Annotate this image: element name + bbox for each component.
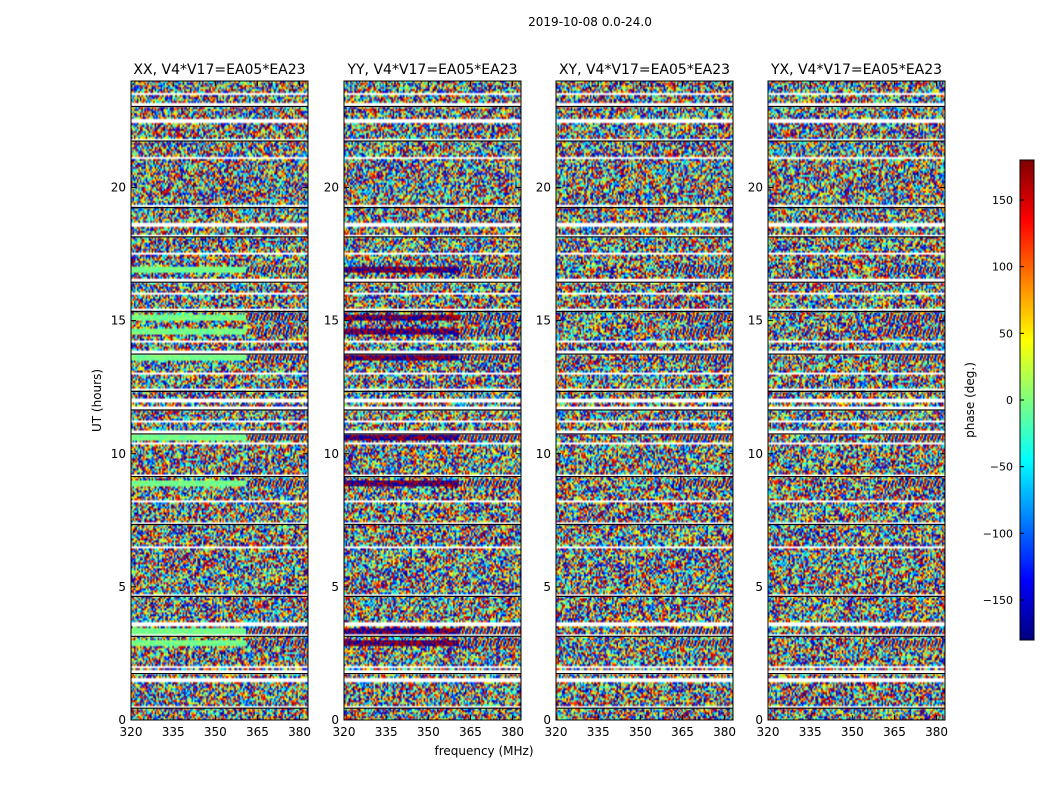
colorbar-tick-label: −50: [990, 461, 1013, 474]
y-tick-label: 10: [324, 447, 339, 461]
x-tick-label: 320: [545, 725, 568, 739]
colorbar-tick-label: −150: [983, 594, 1013, 607]
x-tick-label: 335: [162, 725, 185, 739]
colorbar-tick-label: −100: [983, 527, 1013, 540]
y-tick-label: 0: [118, 713, 126, 727]
panel-title: XX, V4*V17=EA05*EA23: [133, 62, 305, 78]
x-tick-label: 380: [925, 725, 948, 739]
y-tick-label: 15: [536, 314, 551, 328]
heatmap-cells: [556, 81, 733, 720]
y-axis-label: UT (hours): [90, 369, 104, 432]
y-tick-label: 20: [748, 181, 763, 195]
y-tick-label: 10: [111, 447, 126, 461]
y-tick-label: 15: [324, 314, 339, 328]
heatmap-cells: [768, 81, 945, 720]
panel-title: YX, V4*V17=EA05*EA23: [770, 62, 942, 78]
colorbar-tick-label: 100: [992, 261, 1013, 274]
x-tick-label: 365: [246, 725, 269, 739]
colorbar-tick-label: 0: [1006, 394, 1013, 407]
x-tick-label: 350: [841, 725, 864, 739]
heatmap-panel-4: YX, V4*V17=EA05*EA23 320 335 350 365 380 0 5 10 1…: [748, 62, 948, 739]
x-tick-label: 350: [204, 725, 227, 739]
y-tick-label: 0: [543, 713, 551, 727]
heatmap-cells: [131, 81, 308, 720]
y-tick-label: 15: [111, 314, 126, 328]
x-tick-label: 380: [288, 725, 311, 739]
panel-title: YY, V4*V17=EA05*EA23: [346, 62, 517, 78]
x-tick-label: 365: [883, 725, 906, 739]
y-tick-label: 5: [118, 580, 126, 594]
y-tick-label: 5: [755, 580, 763, 594]
x-tick-label: 365: [671, 725, 694, 739]
x-tick-label: 320: [333, 725, 356, 739]
y-tick-label: 10: [536, 447, 551, 461]
axes-frame: [767, 80, 946, 721]
colorbar-tick-label: 150: [992, 194, 1013, 207]
y-tick-label: 20: [324, 181, 339, 195]
y-tick-label: 0: [331, 713, 339, 727]
y-tick-label: 20: [536, 181, 551, 195]
y-tick-label: 10: [748, 447, 763, 461]
axes-frame: [130, 80, 309, 721]
y-tick-label: 5: [543, 580, 551, 594]
heatmap-panel-1: XX, V4*V17=EA05*EA23 320 335 350 365 380 0 5 10 1…: [90, 62, 311, 739]
heatmap-panels: XX, V4*V17=EA05*EA23 320 335 350 365 380 0 5 10 1…: [90, 62, 948, 758]
x-tick-label: 335: [799, 725, 822, 739]
figure-suptitle: 2019-10-08 0.0-24.0: [528, 15, 652, 29]
x-tick-label: 365: [459, 725, 482, 739]
axes-frame: [343, 80, 522, 721]
x-tick-label: 380: [501, 725, 524, 739]
heatmap-panel-2: YY, V4*V17=EA05*EA23 320 335 350 365 380 0 5 10 1…: [324, 62, 534, 758]
heatmap-cells: [344, 81, 521, 720]
x-tick-label: 380: [713, 725, 736, 739]
panel-title: XY, V4*V17=EA05*EA23: [559, 62, 730, 78]
x-tick-label: 335: [587, 725, 610, 739]
x-tick-label: 350: [629, 725, 652, 739]
x-tick-label: 335: [375, 725, 398, 739]
x-tick-label: 320: [120, 725, 143, 739]
y-tick-label: 15: [748, 314, 763, 328]
x-tick-label: 320: [757, 725, 780, 739]
heatmap-panel-3: XY, V4*V17=EA05*EA23 320 335 350 365 380 0 5 10 1…: [536, 62, 736, 739]
x-tick-label: 350: [417, 725, 440, 739]
y-tick-label: 0: [755, 713, 763, 727]
phase-colorbar: 150 100 50 0 −50 −100 −150 phase (deg.): [963, 159, 1035, 641]
colorbar-label: phase (deg.): [963, 362, 977, 438]
x-axis-label: frequency (MHz): [434, 744, 533, 758]
colorbar-tick-label: 50: [999, 327, 1013, 340]
axes-frame: [555, 80, 734, 721]
y-tick-label: 5: [331, 580, 339, 594]
y-tick-label: 20: [111, 181, 126, 195]
